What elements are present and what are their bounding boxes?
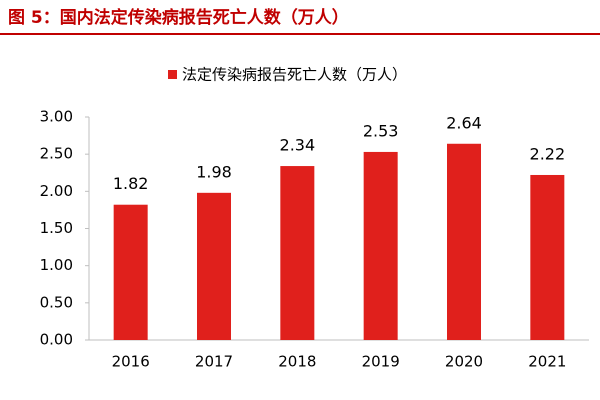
bar [113,204,148,340]
value-label: 2.22 [530,144,566,163]
y-tick-label: 1.00 [40,256,73,274]
bar [447,143,481,340]
value-label: 2.34 [280,136,316,155]
x-tick-label: 2016 [112,353,150,371]
value-label: 1.98 [196,162,232,181]
x-tick-label: 2020 [445,353,483,371]
value-label: 1.82 [113,174,149,193]
bar [280,166,315,340]
x-tick-label: 2017 [195,353,233,371]
value-label: 2.53 [363,121,399,140]
y-tick-label: 0.50 [40,293,73,311]
bar [363,151,398,340]
legend-swatch [168,70,177,79]
legend-label: 法定传染病报告死亡人数（万人） [182,66,407,84]
y-tick-label: 2.50 [40,145,73,163]
y-tick-label: 2.00 [40,182,73,200]
bar [197,192,231,340]
chart-title: 图 5：国内法定传染病报告死亡人数（万人） [8,7,349,28]
x-tick-label: 2021 [528,353,566,371]
y-tick-label: 1.50 [40,219,73,237]
x-tick-label: 2019 [362,353,400,371]
value-label: 2.64 [446,113,482,132]
y-tick-label: 3.00 [40,108,73,126]
bar [530,174,565,340]
y-tick-label: 0.00 [40,331,73,349]
x-tick-label: 2018 [278,353,316,371]
